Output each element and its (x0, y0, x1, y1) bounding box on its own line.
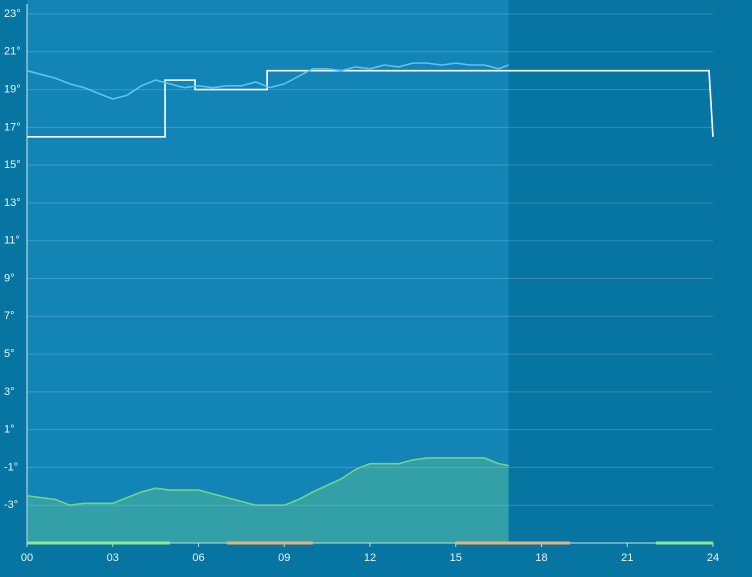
x-tick-label: 21 (621, 552, 633, 564)
y-tick-label: 17° (4, 121, 21, 133)
y-tick-label: 1° (4, 424, 15, 436)
y-tick-label: 9° (4, 272, 15, 284)
x-tick-label: 06 (192, 552, 204, 564)
x-tick-label: 09 (278, 552, 290, 564)
x-tick-label: 24 (707, 552, 719, 564)
y-tick-label: 3° (4, 386, 15, 398)
schedule-period (655, 541, 713, 545)
y-tick-label: 19° (4, 83, 21, 95)
y-tick-label: 23° (4, 8, 21, 20)
y-tick-label: 5° (4, 348, 15, 360)
schedule-period (455, 541, 571, 545)
y-tick-label: 13° (4, 197, 21, 209)
x-tick-label: 15 (450, 552, 462, 564)
y-tick-label: 11° (4, 235, 20, 247)
y-tick-label: -1° (4, 461, 18, 473)
y-tick-label: 21° (4, 46, 21, 58)
area (27, 457, 509, 543)
elapsed-region (27, 0, 509, 543)
x-tick-label: 18 (535, 552, 547, 564)
x-tick-label: 00 (21, 552, 33, 564)
x-tick-label: 12 (364, 552, 376, 564)
line (27, 69, 714, 138)
schedule-period (27, 541, 170, 545)
schedule-period (227, 541, 313, 545)
y-tick-label: 7° (4, 310, 15, 322)
y-tick-label: -3° (4, 499, 18, 511)
y-tick-label: 15° (4, 159, 21, 171)
line (26, 62, 509, 100)
x-tick-label: 03 (107, 552, 119, 564)
line (26, 457, 509, 507)
